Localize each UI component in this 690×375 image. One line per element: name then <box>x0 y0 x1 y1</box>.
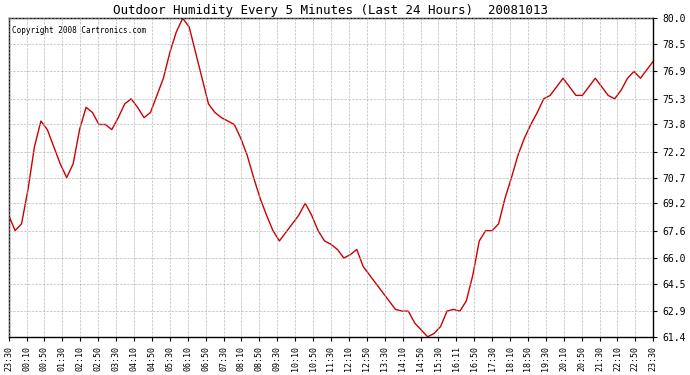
Text: Copyright 2008 Cartronics.com: Copyright 2008 Cartronics.com <box>12 26 146 35</box>
Title: Outdoor Humidity Every 5 Minutes (Last 24 Hours)  20081013: Outdoor Humidity Every 5 Minutes (Last 2… <box>113 4 549 17</box>
